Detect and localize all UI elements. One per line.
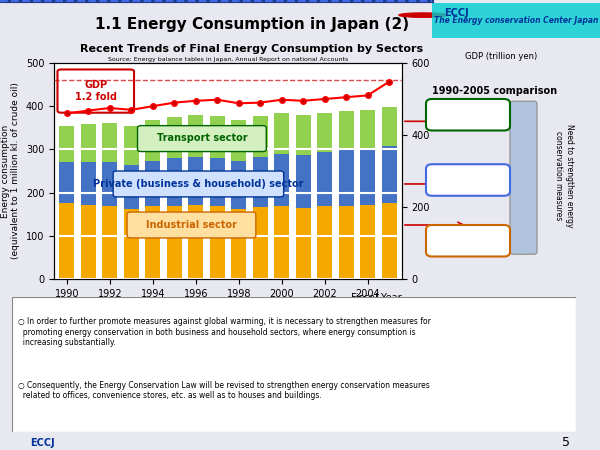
- Bar: [124, 166, 139, 209]
- Text: Need to strengthen energy
conservation measures: Need to strengthen energy conservation m…: [554, 124, 574, 227]
- Text: 1990-2005 comparison: 1990-2005 comparison: [432, 86, 557, 96]
- Text: ECCJ: ECCJ: [444, 9, 469, 18]
- Text: GDP
1.2 fold: GDP 1.2 fold: [75, 80, 117, 102]
- FancyBboxPatch shape: [58, 69, 134, 112]
- Bar: [231, 120, 246, 161]
- Text: The Energy conservation Center Japan: The Energy conservation Center Japan: [434, 16, 598, 25]
- Bar: [103, 123, 118, 162]
- Bar: [103, 162, 118, 206]
- Bar: [296, 155, 311, 208]
- Text: GDP (trillion yen): GDP (trillion yen): [464, 52, 537, 61]
- Bar: [360, 205, 375, 279]
- Circle shape: [399, 13, 447, 17]
- Bar: [210, 116, 225, 158]
- Text: 1.0 fold: 1.0 fold: [444, 233, 492, 243]
- FancyBboxPatch shape: [137, 126, 266, 152]
- Text: 1.2 fold: 1.2 fold: [444, 107, 492, 117]
- Bar: [317, 112, 332, 153]
- Bar: [59, 203, 74, 279]
- Bar: [231, 161, 246, 209]
- Bar: [188, 205, 203, 279]
- Bar: [210, 206, 225, 279]
- Bar: [296, 115, 311, 155]
- Text: Industrial sector: Industrial sector: [146, 220, 237, 230]
- Text: 1.4 fold: 1.4 fold: [444, 172, 492, 182]
- Bar: [145, 161, 160, 207]
- Bar: [167, 117, 182, 158]
- Bar: [317, 153, 332, 207]
- Text: 5: 5: [562, 436, 570, 449]
- Bar: [382, 203, 397, 279]
- Bar: [317, 207, 332, 279]
- Bar: [274, 113, 289, 154]
- Bar: [360, 148, 375, 205]
- Bar: [145, 207, 160, 279]
- Bar: [188, 157, 203, 205]
- Bar: [81, 162, 96, 205]
- Bar: [253, 116, 268, 157]
- Text: Fiscal Year: Fiscal Year: [352, 292, 402, 302]
- FancyBboxPatch shape: [127, 212, 256, 238]
- Bar: [188, 115, 203, 157]
- Bar: [124, 209, 139, 279]
- Bar: [103, 206, 118, 279]
- Bar: [124, 126, 139, 166]
- Text: Source: Energy balance tables in Japan, Annual Report on national Accounts: Source: Energy balance tables in Japan, …: [108, 57, 348, 62]
- Text: 1.1 Energy Consumption in Japan (2): 1.1 Energy Consumption in Japan (2): [95, 17, 409, 32]
- FancyBboxPatch shape: [113, 171, 284, 197]
- Bar: [274, 154, 289, 206]
- Bar: [253, 157, 268, 207]
- Text: ECCJ: ECCJ: [30, 437, 55, 447]
- Y-axis label: Energy consumption
(equivalent to 1 million kl. of crude oil): Energy consumption (equivalent to 1 mill…: [1, 82, 20, 260]
- Text: Private (business & household) sector: Private (business & household) sector: [93, 179, 304, 189]
- Bar: [81, 205, 96, 279]
- Bar: [81, 124, 96, 162]
- Bar: [59, 126, 74, 162]
- Bar: [382, 146, 397, 203]
- Bar: [432, 3, 600, 38]
- Bar: [296, 208, 311, 279]
- Bar: [167, 206, 182, 279]
- Bar: [210, 158, 225, 206]
- Bar: [59, 162, 74, 203]
- Bar: [253, 207, 268, 279]
- Text: ○ In order to further promote measures against global warming, it is necessary t: ○ In order to further promote measures a…: [17, 317, 431, 347]
- Bar: [338, 150, 353, 206]
- Text: ○ Consequently, the Energy Conservation Law will be revised to strengthen energy: ○ Consequently, the Energy Conservation …: [17, 381, 430, 400]
- Bar: [145, 121, 160, 161]
- Bar: [231, 209, 246, 279]
- Bar: [382, 107, 397, 146]
- Text: Recent Trends of Final Energy Consumption by Sectors: Recent Trends of Final Energy Consumptio…: [80, 44, 424, 54]
- Bar: [360, 110, 375, 148]
- Bar: [167, 158, 182, 206]
- Bar: [338, 111, 353, 150]
- Bar: [274, 206, 289, 279]
- Text: Transport sector: Transport sector: [157, 132, 247, 143]
- Bar: [338, 206, 353, 279]
